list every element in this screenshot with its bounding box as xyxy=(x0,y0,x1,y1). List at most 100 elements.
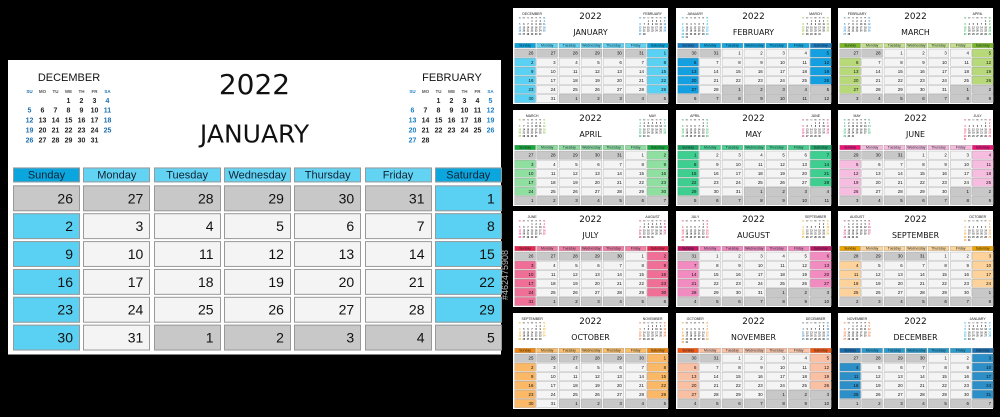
mini-day: 12 xyxy=(801,128,805,132)
mini-day: 3 xyxy=(964,23,966,26)
mini-day: 22 xyxy=(988,233,991,236)
day-cell: 16 xyxy=(699,169,721,178)
mini-calendar-title: JULY xyxy=(691,214,700,219)
day-cell: 15 xyxy=(699,270,721,279)
mini-weekday-label: TU xyxy=(647,119,650,122)
day-cell: 4 xyxy=(677,297,699,306)
mini-day: 20 xyxy=(984,331,987,335)
day-cell: 2 xyxy=(647,150,669,160)
mini-day: 23 xyxy=(855,30,859,33)
mini-day: 16 xyxy=(988,26,991,30)
mini-day: 22 xyxy=(818,335,821,338)
mini-day: 10 xyxy=(963,128,967,132)
mini-calendar-title: APRIL xyxy=(690,113,701,118)
mini-day: 3 xyxy=(539,20,541,23)
mini-day: 19 xyxy=(486,117,495,125)
weekday-header-thursday: Thursday xyxy=(765,348,788,353)
weekday-header-monday: Monday xyxy=(83,167,151,183)
mini-calendar-grid: SU MO TU WE TH FR SA 1 2 3 4 5 6 7 8 9 10 11 12 13 14 15 16 17 1… xyxy=(638,220,667,239)
mini-day: 6 xyxy=(664,223,666,226)
day-cell: 20 xyxy=(883,279,905,288)
mini-day: 21 xyxy=(814,335,817,338)
mini-weekday-label: SA xyxy=(826,17,829,20)
mini-day: 5 xyxy=(655,122,658,125)
mini-day: 20 xyxy=(638,30,642,33)
day-cell: 2 xyxy=(972,85,994,94)
day-cell: 5 xyxy=(602,196,625,205)
mini-weekday-label: TH xyxy=(655,17,658,20)
mini-day: 16 xyxy=(651,26,654,30)
mini-day: 5 xyxy=(519,226,521,229)
mini-weekday-label: MO xyxy=(643,322,646,325)
mini-weekday-label: TU xyxy=(526,17,529,20)
mini-weekday-label: SU xyxy=(639,220,642,223)
day-cell: 16 xyxy=(743,372,765,381)
day-cell: 11 xyxy=(558,67,580,76)
mini-weekday-label: MO xyxy=(38,88,47,94)
mini-weekday-label: SU xyxy=(802,322,805,325)
mini-weekday-label: SA xyxy=(543,220,546,223)
day-cell: 24 xyxy=(927,76,950,85)
mini-day: 23 xyxy=(77,127,86,135)
day-cell: 8 xyxy=(721,362,743,372)
mini-day: 11 xyxy=(685,128,689,132)
mini-weekday-label: SU xyxy=(843,220,846,223)
mini-day: 28 xyxy=(421,137,430,145)
mini-day: 29 xyxy=(701,135,705,138)
mini-day: 13 xyxy=(522,26,526,30)
day-cell: 30 xyxy=(677,48,699,58)
mini-weekday-label: SU xyxy=(681,17,684,20)
mini-weekday-label: FR xyxy=(539,119,542,122)
day-cell: 30 xyxy=(883,251,905,261)
mini-day: 2 xyxy=(989,20,991,23)
mini-day: 14 xyxy=(847,331,851,335)
day-cell: 28 xyxy=(153,185,221,212)
calendar-april: 2022 APRIL MARCH SU MO TU WE TH FR SA 1 2 3 4 5 6 7 8 9 10 1… xyxy=(513,110,669,206)
mini-day: 27 xyxy=(663,233,666,236)
mini-calendar-march: MARCH SU MO TU WE TH FR SA 1 2 3 4 5 6 7 8 9 10 11 12 13 14 15… xyxy=(518,114,547,138)
day-cell: 16 xyxy=(13,268,80,295)
day-cell: 10 xyxy=(927,57,950,67)
mini-weekday-label: SA xyxy=(826,220,829,223)
mini-weekday-label: TU xyxy=(689,220,692,223)
mini-blank xyxy=(23,98,36,106)
mini-day: 2 xyxy=(852,223,854,226)
day-cell: 2 xyxy=(861,399,883,408)
mini-day: 31 xyxy=(818,33,821,36)
day-cell: 31 xyxy=(699,48,721,58)
mini-day: 17 xyxy=(859,331,863,335)
mini-weekday-label: SA xyxy=(868,17,871,20)
mini-day: 7 xyxy=(527,23,529,26)
mini-day: 5 xyxy=(802,125,804,128)
mini-day: 1 xyxy=(984,20,987,23)
mini-weekday-label: TU xyxy=(972,220,975,223)
mini-day: 6 xyxy=(527,328,529,331)
mini-day: 27 xyxy=(693,135,697,138)
calendar-month-title: APRIL xyxy=(579,129,602,139)
mini-day: 12 xyxy=(806,229,809,233)
mini-day: 5 xyxy=(980,325,983,328)
mini-day: 10 xyxy=(543,328,546,331)
mini-blank xyxy=(406,98,419,106)
mini-day: 25 xyxy=(863,335,867,338)
mini-day: 1 xyxy=(848,223,850,226)
day-cell: 27 xyxy=(558,353,580,363)
day-cell: 1 xyxy=(905,150,927,160)
mini-day: 13 xyxy=(843,331,846,335)
mini-calendar-title: MARCH xyxy=(525,113,539,118)
day-cell: 28 xyxy=(883,187,905,196)
mini-day: 18 xyxy=(538,128,542,132)
day-cell: 17 xyxy=(721,169,743,178)
mini-day: 28 xyxy=(810,135,813,138)
mini-day: 17 xyxy=(543,331,546,335)
mini-weekday-label: TH xyxy=(535,220,538,223)
mini-weekday-label: SA xyxy=(868,119,871,122)
day-cell: 17 xyxy=(950,169,972,178)
day-cell: 7 xyxy=(861,57,883,67)
day-cell: 24 xyxy=(743,279,765,288)
mini-day: 17 xyxy=(972,331,975,335)
mini-weekday-label: SU xyxy=(843,322,846,325)
mini-day: 11 xyxy=(103,107,112,115)
day-cell: 2 xyxy=(927,150,950,160)
weekday-header-thursday: Thursday xyxy=(765,43,788,48)
